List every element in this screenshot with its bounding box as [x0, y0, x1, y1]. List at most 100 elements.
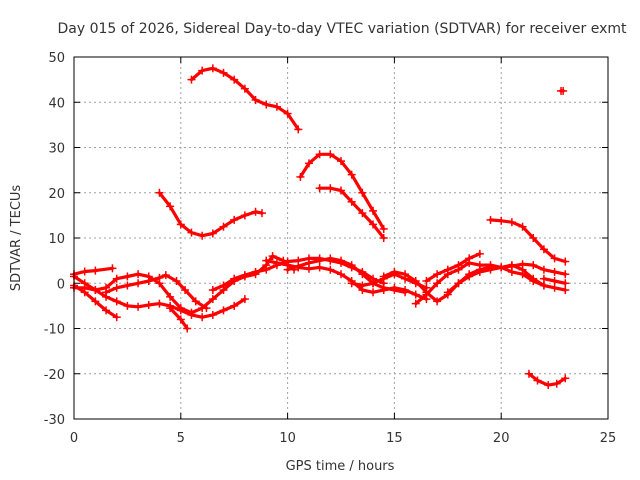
data-point	[268, 252, 277, 261]
data-point	[497, 216, 506, 225]
data-point	[191, 297, 200, 306]
grid-layer	[74, 57, 608, 419]
data-point	[347, 279, 356, 288]
data-point	[550, 267, 559, 276]
series-sat-u	[539, 274, 570, 288]
data-point	[283, 109, 292, 118]
data-point	[347, 197, 356, 206]
data-point	[390, 283, 399, 292]
data-point	[155, 273, 164, 282]
data-point	[559, 86, 568, 95]
data-point	[337, 157, 345, 166]
data-point	[497, 263, 506, 272]
data-point	[369, 220, 378, 229]
data-point	[475, 265, 484, 274]
series-sat-f	[166, 304, 192, 333]
y-tick-label: -30	[44, 413, 65, 428]
data-point	[155, 188, 164, 197]
data-point	[411, 276, 420, 285]
data-point	[230, 75, 239, 84]
data-point	[379, 286, 388, 295]
data-point	[465, 272, 474, 281]
data-point	[337, 270, 345, 279]
y-tick-label: 20	[48, 187, 65, 202]
series-sat-s	[475, 260, 570, 279]
data-point	[475, 249, 484, 258]
data-point	[219, 222, 228, 231]
data-point	[539, 265, 548, 274]
data-point	[240, 211, 249, 220]
series-sat-v	[524, 369, 570, 390]
data-point	[187, 228, 196, 237]
data-point	[358, 188, 367, 197]
data-point	[240, 84, 249, 93]
data-point	[326, 184, 335, 193]
data-point	[183, 324, 192, 333]
data-point	[347, 170, 356, 179]
data-point	[326, 265, 335, 274]
data-point	[401, 286, 410, 295]
data-point	[294, 125, 303, 134]
data-point	[230, 301, 239, 310]
data-point	[401, 270, 410, 279]
data-point	[486, 263, 495, 272]
data-point	[304, 264, 313, 273]
data-point	[358, 281, 367, 290]
data-point	[230, 274, 239, 283]
data-point	[262, 256, 271, 265]
data-point	[219, 68, 228, 77]
data-point	[144, 276, 153, 285]
data-point	[304, 159, 313, 168]
data-point	[134, 279, 143, 288]
data-point	[123, 301, 132, 310]
series-sat-m	[315, 184, 388, 242]
data-point	[561, 374, 570, 383]
data-point	[529, 261, 538, 270]
data-point	[176, 220, 185, 229]
data-point	[443, 265, 452, 274]
data-point	[155, 299, 164, 308]
data-point	[91, 266, 100, 275]
data-point	[443, 288, 452, 297]
data-point	[326, 254, 335, 263]
series-trace	[72, 254, 296, 315]
series-sat-k	[262, 256, 431, 304]
data-point	[123, 272, 132, 281]
data-point	[296, 172, 305, 181]
series-sat-w	[557, 86, 568, 95]
data-point	[561, 270, 570, 279]
y-tick-label: -20	[44, 368, 65, 383]
data-point	[219, 306, 228, 315]
data-point	[208, 229, 217, 238]
data-point	[422, 276, 431, 285]
data-point	[518, 260, 527, 269]
series-sat-t	[486, 215, 570, 266]
series-sat-e	[102, 271, 211, 313]
y-tick-label: 40	[48, 96, 65, 111]
data-point	[326, 150, 335, 159]
data-point	[465, 254, 474, 263]
data-point	[454, 279, 463, 288]
data-point	[112, 297, 121, 306]
data-point	[283, 261, 292, 270]
data-point	[134, 302, 143, 311]
data-point	[544, 381, 553, 390]
series-layer	[70, 64, 570, 390]
data-point	[262, 100, 271, 109]
data-point	[539, 274, 548, 283]
data-point	[379, 224, 388, 233]
data-point	[369, 288, 378, 297]
series-sat-h	[187, 64, 303, 134]
data-point	[369, 206, 378, 215]
data-point	[187, 308, 196, 317]
data-point	[454, 261, 463, 270]
data-point	[433, 297, 442, 306]
data-point	[552, 379, 561, 388]
data-point	[198, 313, 207, 322]
data-point	[539, 245, 548, 254]
x-tick-label: 15	[386, 431, 403, 446]
data-point	[507, 262, 516, 271]
series-sat-g	[155, 188, 266, 240]
data-point	[533, 376, 542, 385]
data-point	[518, 222, 527, 231]
